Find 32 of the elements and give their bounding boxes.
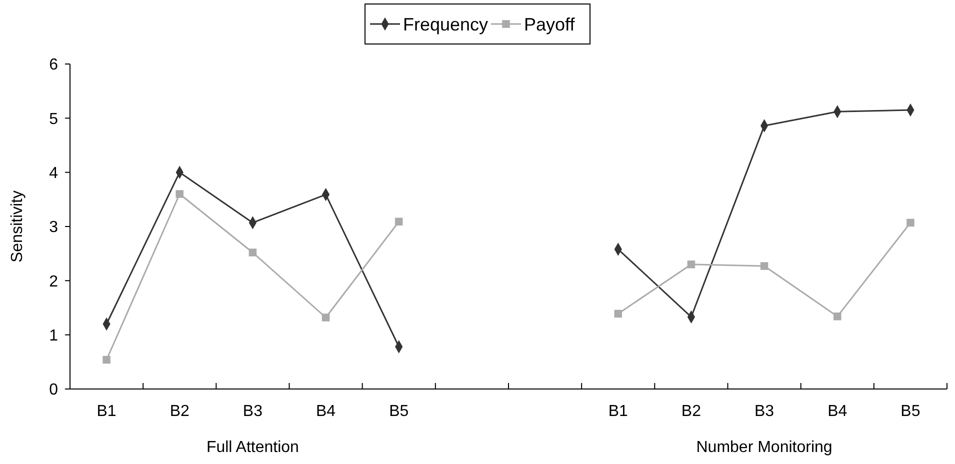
text: Full Attention	[206, 439, 299, 456]
x-tick-label: B5	[900, 403, 920, 420]
point	[102, 356, 110, 364]
x-tick-label: B2	[681, 403, 702, 420]
y-tick-label: 0	[49, 382, 58, 399]
x-tick-label: B2	[170, 403, 190, 420]
x-tick-label: B3	[754, 403, 774, 420]
point	[834, 312, 842, 320]
point	[322, 314, 330, 322]
point	[395, 218, 403, 226]
point	[906, 218, 914, 227]
text: Number Monitoring	[696, 439, 832, 456]
y-tick-label: 5	[49, 110, 58, 128]
point	[176, 190, 184, 198]
x-tick-label: B5	[389, 403, 409, 420]
y-tick-label: 6	[49, 56, 58, 74]
y-axis-title: Sensitivity	[9, 190, 26, 263]
x-tick-label: B1	[608, 403, 628, 420]
point	[760, 262, 768, 270]
y-tick-label: 1	[49, 327, 58, 344]
point	[687, 260, 696, 268]
y-tick-label: 2	[49, 273, 58, 290]
x-tick-label: B4	[828, 403, 848, 420]
y-tick-label: 4	[49, 164, 58, 182]
point	[614, 310, 622, 318]
y-tick-label: 3	[49, 219, 58, 236]
point	[248, 248, 257, 256]
x-tick-label: B1	[96, 403, 116, 420]
legend-label: Payoff	[524, 14, 576, 34]
x-tick-label: B4	[316, 403, 336, 420]
legend-label: Frequency	[403, 14, 488, 34]
x-tick-label: B3	[242, 403, 263, 420]
